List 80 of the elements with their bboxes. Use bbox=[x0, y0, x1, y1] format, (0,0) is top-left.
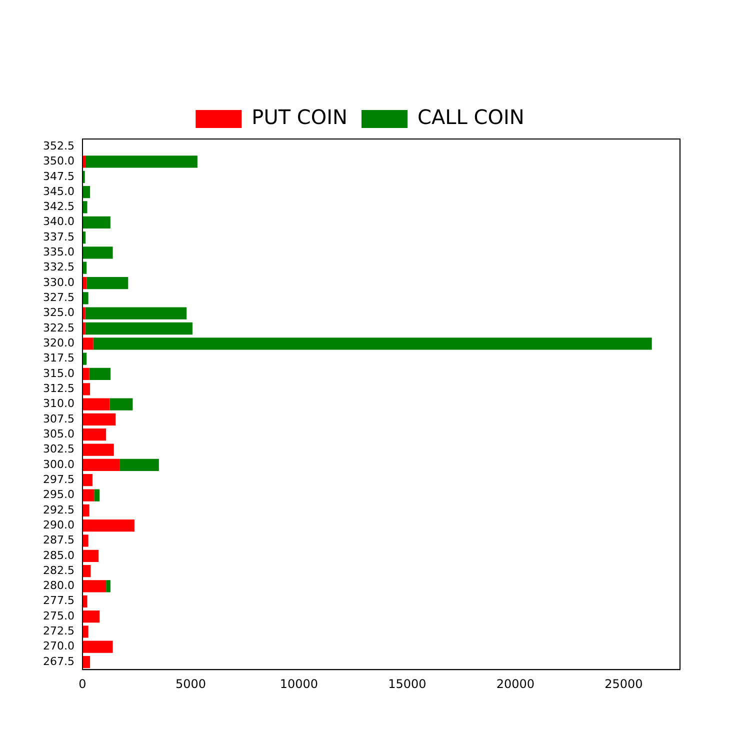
y-tick-label: 305.0 bbox=[42, 427, 74, 440]
bar bbox=[82, 520, 134, 532]
y-tick-label: 337.5 bbox=[42, 230, 74, 244]
y-tick-label: 302.5 bbox=[42, 442, 74, 456]
bar bbox=[82, 338, 94, 350]
bar bbox=[82, 444, 114, 456]
bar bbox=[82, 550, 99, 562]
y-tick-label: 310.0 bbox=[42, 397, 74, 410]
x-tick-label: 0 bbox=[78, 676, 86, 691]
y-tick-label: 342.5 bbox=[42, 200, 74, 214]
y-tick-label: 345.0 bbox=[42, 184, 74, 198]
y-tick-label: 272.5 bbox=[42, 624, 74, 638]
y-tick-label: 350.0 bbox=[42, 154, 74, 168]
bar bbox=[82, 534, 88, 547]
y-tick-label: 287.5 bbox=[42, 534, 74, 547]
y-tick-label: 340.0 bbox=[42, 215, 74, 228]
x-tick-label: 20000 bbox=[496, 676, 535, 691]
y-tick-label: 312.5 bbox=[42, 382, 74, 395]
bar bbox=[82, 276, 87, 290]
bar bbox=[93, 338, 652, 350]
x-tick-label: 5000 bbox=[175, 676, 206, 691]
y-tick-label: 270.0 bbox=[42, 640, 74, 653]
bar bbox=[89, 368, 111, 380]
bar bbox=[82, 186, 90, 198]
y-tick-label: 327.5 bbox=[42, 291, 74, 304]
bar bbox=[82, 292, 88, 304]
y-tick-label: 300.0 bbox=[42, 458, 74, 471]
bar bbox=[82, 216, 110, 228]
bar bbox=[82, 413, 116, 426]
y-tick-label: 297.5 bbox=[42, 472, 74, 486]
x-tick-label: 10000 bbox=[280, 676, 318, 691]
bar bbox=[82, 564, 91, 578]
bar bbox=[110, 398, 133, 410]
y-tick-label: 352.5 bbox=[42, 139, 74, 152]
y-tick-label: 295.0 bbox=[42, 488, 74, 502]
bar bbox=[82, 626, 88, 638]
y-tick-label: 275.0 bbox=[42, 609, 74, 622]
y-tick-label: 277.5 bbox=[42, 594, 74, 608]
bar bbox=[82, 368, 90, 380]
y-tick-label: 285.0 bbox=[42, 548, 74, 562]
legend-label: CALL COIN bbox=[417, 105, 524, 130]
bar bbox=[106, 580, 110, 592]
bar bbox=[82, 246, 113, 259]
bar bbox=[82, 595, 88, 608]
bar bbox=[82, 398, 110, 410]
bar bbox=[82, 458, 120, 472]
bar bbox=[85, 307, 187, 320]
bar bbox=[82, 428, 106, 441]
y-tick-label: 292.5 bbox=[42, 503, 74, 516]
y-tick-label: 267.5 bbox=[42, 654, 74, 668]
bar bbox=[82, 610, 100, 623]
y-tick-label: 282.5 bbox=[42, 564, 74, 577]
bar bbox=[85, 322, 192, 335]
bar bbox=[82, 474, 92, 486]
x-tick-label: 15000 bbox=[388, 676, 426, 691]
y-tick-label: 330.0 bbox=[42, 276, 74, 289]
bar bbox=[82, 201, 88, 214]
y-tick-label: 307.5 bbox=[42, 412, 74, 426]
y-tick-label: 315.0 bbox=[42, 366, 74, 380]
y-tick-label: 320.0 bbox=[42, 336, 74, 350]
bar bbox=[82, 383, 90, 396]
bar bbox=[82, 580, 106, 592]
y-tick-label: 317.5 bbox=[42, 352, 74, 365]
y-tick-label: 332.5 bbox=[42, 260, 74, 274]
y-tick-label: 335.0 bbox=[42, 246, 74, 259]
y-tick-label: 280.0 bbox=[42, 579, 74, 592]
y-tick-label: 322.5 bbox=[42, 321, 74, 334]
bar bbox=[120, 458, 159, 472]
bar bbox=[82, 504, 90, 516]
bar bbox=[86, 156, 198, 168]
bar bbox=[82, 640, 113, 653]
y-tick-label: 347.5 bbox=[42, 170, 74, 183]
y-tick-label: 290.0 bbox=[42, 518, 74, 532]
y-tick-label: 325.0 bbox=[42, 306, 74, 320]
bar bbox=[82, 656, 90, 668]
legend-label: PUT COIN bbox=[252, 105, 348, 130]
bar bbox=[82, 489, 94, 502]
x-tick-label: 25000 bbox=[604, 676, 643, 691]
bar bbox=[86, 276, 128, 290]
bar bbox=[94, 489, 100, 502]
